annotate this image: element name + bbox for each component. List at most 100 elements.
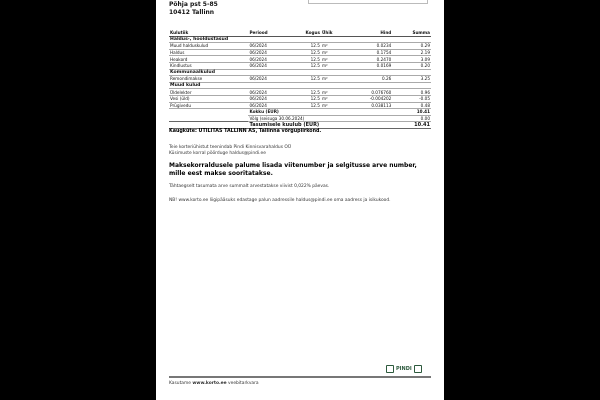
col-sum: 0.48	[392, 102, 431, 110]
table-row: Muud halduskulud 06/2024 12.5 m² 0.0234 0.29	[169, 42, 431, 50]
invoice-page: Põhja pst 5-85 10412 Tallinn Kulutiik Per…	[156, 0, 444, 400]
col-item-header: Kulutiik	[169, 30, 249, 37]
col-price: 0.2470	[345, 55, 393, 63]
col-sum: -0.05	[392, 95, 431, 103]
col-unit: m²	[320, 55, 346, 63]
house-icon	[386, 365, 394, 373]
col-unit: m²	[320, 95, 346, 103]
top-box	[308, 0, 428, 4]
col-period-header: Periood	[248, 30, 289, 37]
contact-note: Küsimuste korral pöörduge haldus@pindi.e…	[169, 151, 266, 156]
group-row: Kommunaalkulud	[169, 69, 431, 77]
house-icon	[413, 365, 422, 373]
col-sum: 3.09	[392, 55, 431, 63]
col-qty: 12.5	[288, 62, 321, 70]
pindi-logo: PINDI	[386, 365, 422, 373]
col-period: 06/2024	[248, 88, 289, 96]
col-item: Remondimakse	[169, 75, 249, 83]
debt-row-label: Võlg (seisuga 30.06.2024)	[248, 115, 393, 123]
col-sum: 3.25	[392, 75, 431, 83]
col-sum: 0.20	[392, 62, 431, 70]
col-qty: 12.5	[288, 42, 321, 50]
col-unit: m²	[320, 102, 346, 110]
col-unit: m²	[320, 88, 346, 96]
col-unit-header: Ühik	[320, 30, 346, 37]
table-row: Remondimakse 06/2024 12.5 m² 0.26 3.25	[169, 75, 431, 83]
charges-table: Kulutiik Periood Kogus Ühik Hind Summa Haldus-…	[169, 30, 431, 130]
table-row: Haldus 06/2024 12.5 m² 0.1754 2.19	[169, 49, 431, 57]
col-qty: 12.5	[288, 95, 321, 103]
col-unit: m²	[320, 75, 346, 83]
nb-note: NB! www.korto.ee liigipääsuks edastage p…	[169, 198, 391, 203]
amount-due-row-label: Tasumisele kuulub (EUR)	[248, 121, 393, 130]
col-item: Vesi (üld)	[169, 95, 249, 103]
col-sum-header: Summa	[392, 30, 431, 37]
col-qty: 12.5	[288, 102, 321, 110]
col-price: 0.1754	[345, 49, 393, 57]
col-qty: 12.5	[288, 55, 321, 63]
total-row-value: 10.41	[392, 108, 431, 116]
col-item: Prügivedu	[169, 102, 249, 110]
col-item: Heakord	[169, 55, 249, 63]
col-price-header: Hind	[345, 30, 393, 37]
table-header: Kulutiik Periood Kogus Ühik Hind Summa	[169, 30, 431, 37]
col-sum: 0.29	[392, 42, 431, 50]
table-row: Kindlustus 06/2024 12.5 m² 0.0169 0.20	[169, 62, 431, 70]
address-street: Põhja pst 5-85	[169, 1, 218, 8]
logo-text: PINDI	[396, 366, 412, 372]
service-note: Teie korteriühistut teenindab Pindi Kinn…	[169, 145, 292, 150]
address-city: 10412 Tallinn	[169, 9, 215, 16]
table-row: Üldelekter 06/2024 12.5 m² 0.076760 0.96	[169, 88, 431, 96]
col-qty: 12.5	[288, 75, 321, 83]
spacer	[169, 109, 248, 116]
col-price: 0.076760	[345, 88, 393, 96]
group-row: Haldus-, hooldustasud	[169, 36, 431, 44]
footer-site-link[interactable]: www.korto.ee	[192, 381, 227, 386]
group-name: Kommunaalkulud	[169, 69, 431, 77]
col-qty-header: Kogus	[288, 30, 321, 37]
col-price: 0.038113	[345, 102, 393, 110]
col-period: 06/2024	[248, 62, 289, 70]
col-price: -0.004202	[345, 95, 393, 103]
footer-divider	[169, 376, 431, 378]
col-period: 06/2024	[248, 75, 289, 83]
col-item: Üldelekter	[169, 88, 249, 96]
group-name: Haldus-, hooldustasud	[169, 36, 431, 44]
debt-row: Võlg (seisuga 30.06.2024) 0.00	[169, 115, 431, 123]
late-fee-note: Tähtaegselt tasumata arve summalt arvest…	[169, 184, 330, 189]
spacer	[169, 115, 248, 122]
table-row: Vesi (üld) 06/2024 12.5 m² -0.004202 -0.05	[169, 95, 431, 103]
col-unit: m²	[320, 62, 346, 70]
col-period: 06/2024	[248, 49, 289, 57]
total-row: Kokku (EUR) 10.41	[169, 108, 431, 116]
group-row: Muud kulud	[169, 82, 431, 90]
col-unit: m²	[320, 49, 346, 57]
col-sum: 2.19	[392, 49, 431, 57]
total-row-label: Kokku (EUR)	[248, 108, 393, 116]
debt-row-value: 0.00	[392, 115, 431, 123]
heating-note: Kaugküte: UTILITAS TALLINN AS, Tallinna …	[169, 129, 322, 134]
group-name: Muud kulud	[169, 82, 431, 90]
table-row: Heakord 06/2024 12.5 m² 0.2470 3.09	[169, 55, 431, 63]
col-price: 0.0234	[345, 42, 393, 50]
col-qty: 12.5	[288, 49, 321, 57]
col-qty: 12.5	[288, 88, 321, 96]
table-row: Prügivedu 06/2024 12.5 m² 0.038113 0.48	[169, 102, 431, 110]
col-item: Haldus	[169, 49, 249, 57]
col-period: 06/2024	[248, 95, 289, 103]
col-period: 06/2024	[248, 42, 289, 50]
spacer	[169, 121, 249, 130]
col-period: 06/2024	[248, 102, 289, 110]
payment-note: Maksekorraldusele palume lisada viitenum…	[169, 162, 417, 177]
col-period: 06/2024	[248, 55, 289, 63]
col-unit: m²	[320, 42, 346, 50]
footer-prefix: Kasutame	[169, 381, 191, 386]
col-price: 0.0169	[345, 62, 393, 70]
col-sum: 0.96	[392, 88, 431, 96]
col-item: Kindlustus	[169, 62, 249, 70]
footer-suffix: veebitarkvara	[228, 381, 259, 386]
footer-text: Kasutame www.korto.ee veebitarkvara	[169, 381, 259, 386]
col-item: Muud halduskulud	[169, 42, 249, 50]
amount-due-row-value: 10.41	[392, 121, 431, 130]
col-price: 0.26	[345, 75, 393, 83]
